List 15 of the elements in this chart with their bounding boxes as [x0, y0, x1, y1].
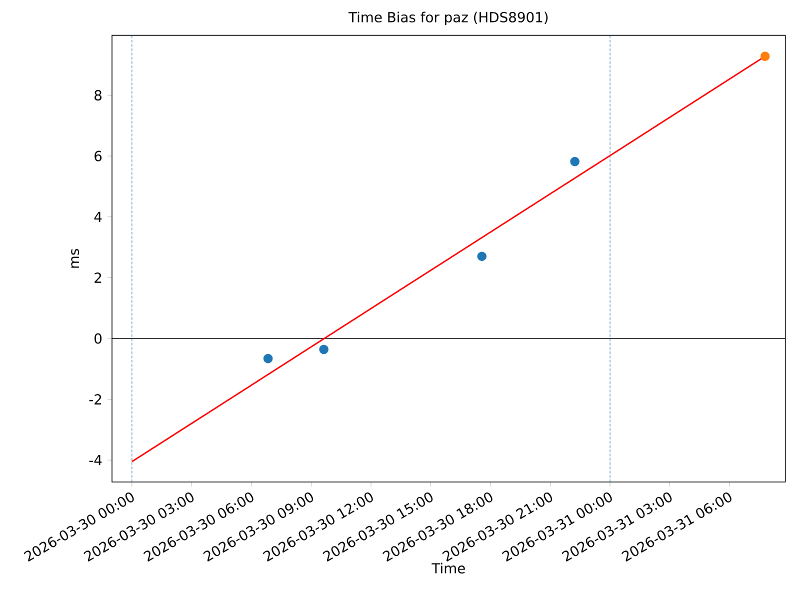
point — [319, 344, 328, 354]
chart-title: Time Bias for paz (HDS8901) — [348, 12, 548, 26]
point — [760, 52, 770, 61]
x-axis-title: Time — [432, 562, 465, 574]
y-tick-label: -4 — [89, 455, 102, 466]
y-tick-label: -2 — [89, 394, 102, 404]
y-tick-label: 2 — [94, 272, 102, 283]
y-tick-label: 6 — [94, 150, 102, 162]
point — [570, 156, 580, 166]
point — [263, 354, 273, 364]
y-axis-title: ms — [71, 248, 80, 268]
y-tick-label: 8 — [94, 90, 102, 100]
y-tick-label: 4 — [94, 212, 102, 222]
y-tick-label: 0 — [94, 333, 102, 344]
point — [477, 252, 487, 262]
